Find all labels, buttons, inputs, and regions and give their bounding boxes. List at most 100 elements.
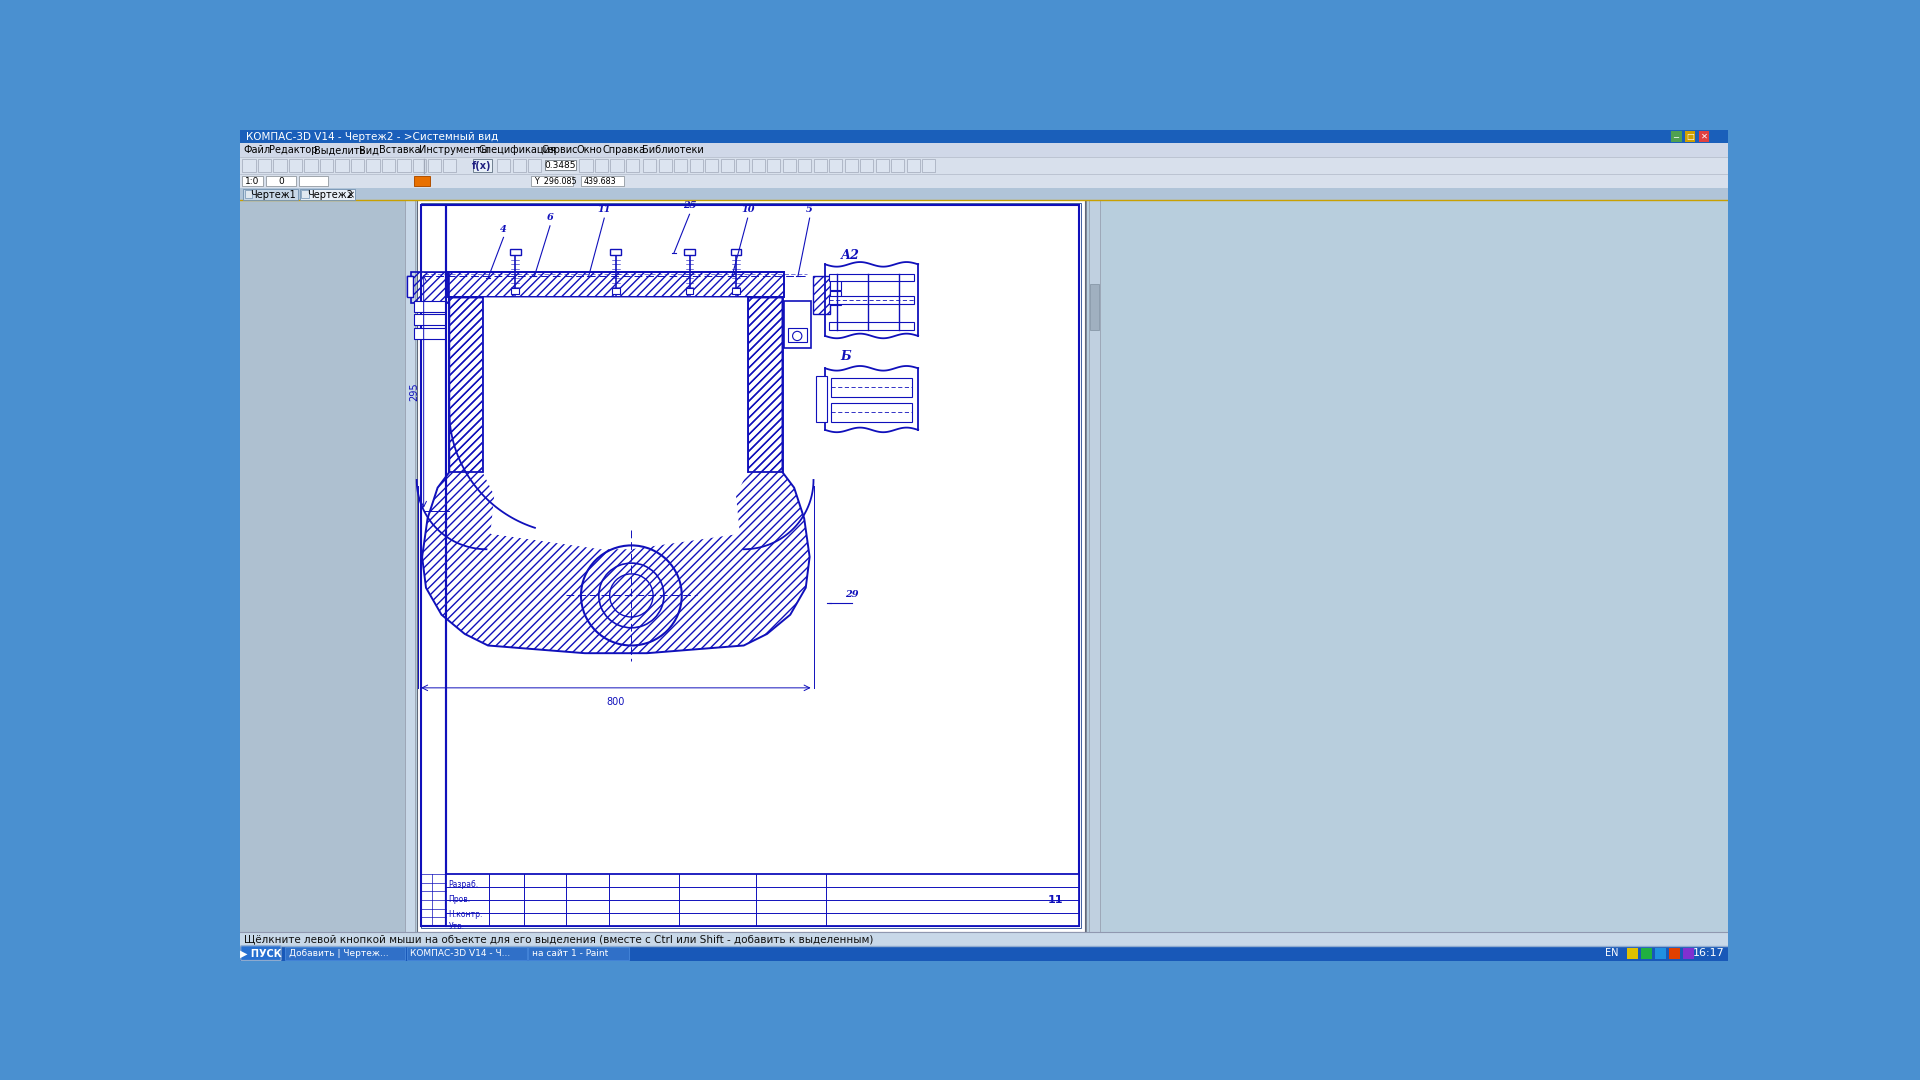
Bar — [582, 176, 624, 186]
Bar — [257, 159, 271, 172]
Bar — [420, 205, 445, 926]
Bar — [612, 288, 620, 295]
Bar — [411, 272, 449, 302]
Bar — [685, 288, 693, 295]
Text: Вид: Вид — [359, 146, 378, 156]
Text: Y  296.085: Y 296.085 — [534, 177, 576, 186]
Bar — [845, 159, 858, 172]
Bar — [240, 144, 1728, 158]
Bar — [351, 159, 365, 172]
Text: Окно: Окно — [578, 146, 603, 156]
Text: 295: 295 — [409, 382, 419, 401]
Bar — [1684, 131, 1695, 141]
Bar — [831, 403, 912, 422]
Bar — [445, 205, 1079, 926]
Bar — [1699, 131, 1709, 141]
Bar — [240, 201, 415, 932]
Bar — [405, 201, 415, 932]
Bar — [407, 946, 526, 960]
Bar — [751, 159, 764, 172]
Bar — [240, 946, 1728, 961]
Bar — [829, 292, 841, 306]
Bar — [829, 275, 841, 289]
Bar — [447, 272, 783, 297]
Bar — [747, 297, 783, 472]
Bar — [449, 297, 482, 472]
Text: ✕: ✕ — [1701, 132, 1707, 141]
Text: КОМПАС-3D V14 - Чертеж2 - >Системный вид: КОМПАС-3D V14 - Чертеж2 - >Системный вид — [246, 132, 499, 141]
Text: Редактор: Редактор — [269, 146, 319, 156]
Bar — [816, 376, 828, 422]
Bar — [415, 176, 430, 186]
Bar — [273, 159, 286, 172]
FancyBboxPatch shape — [240, 946, 280, 960]
Text: 16:17: 16:17 — [1693, 948, 1724, 959]
Bar — [240, 201, 1728, 932]
Bar — [417, 199, 1085, 932]
Text: КОМПАС-3D V14 - Ч...: КОМПАС-3D V14 - Ч... — [411, 949, 511, 958]
Bar — [240, 158, 1728, 174]
Bar — [783, 159, 795, 172]
Bar — [812, 275, 829, 314]
Bar — [732, 288, 739, 295]
Bar — [284, 946, 405, 960]
Bar — [799, 159, 810, 172]
Bar — [595, 159, 609, 172]
Text: А2: А2 — [841, 248, 860, 261]
Bar — [829, 273, 914, 281]
Bar — [860, 159, 874, 172]
Bar — [922, 159, 935, 172]
Bar — [705, 159, 718, 172]
Bar — [689, 159, 703, 172]
Circle shape — [793, 332, 803, 340]
Bar — [288, 159, 301, 172]
Bar — [876, 159, 889, 172]
Text: Инструменты: Инструменты — [419, 146, 490, 156]
Bar — [419, 201, 1087, 934]
Bar — [242, 159, 255, 172]
Bar — [511, 933, 549, 943]
Bar — [300, 176, 328, 186]
Text: Вставка: Вставка — [378, 146, 420, 156]
Bar — [611, 159, 624, 172]
Bar — [415, 314, 445, 325]
Bar — [1655, 948, 1667, 959]
Text: Пров.: Пров. — [449, 895, 470, 904]
Bar — [732, 249, 741, 255]
Bar — [244, 189, 298, 200]
Bar — [397, 159, 411, 172]
Bar — [829, 322, 914, 329]
Bar — [1670, 131, 1682, 141]
Text: 4: 4 — [499, 225, 507, 233]
Bar — [407, 275, 413, 297]
Bar — [530, 176, 574, 186]
Bar — [720, 159, 733, 172]
Bar — [611, 249, 622, 255]
Bar — [336, 159, 349, 172]
Bar — [472, 159, 492, 172]
Bar — [891, 159, 904, 172]
Text: 0.3485: 0.3485 — [545, 161, 576, 171]
Bar — [1089, 201, 1100, 932]
Text: Добавить | Чертеж...: Добавить | Чертеж... — [288, 949, 388, 958]
Text: Справка: Справка — [603, 146, 645, 156]
Bar — [580, 159, 593, 172]
Bar — [428, 159, 442, 172]
Bar — [482, 297, 747, 472]
Text: 11: 11 — [597, 205, 611, 214]
Text: ▶ ПУСК: ▶ ПУСК — [240, 948, 282, 959]
Text: 29: 29 — [845, 591, 858, 599]
Bar — [509, 249, 520, 255]
Bar — [829, 296, 914, 303]
Text: Библиотеки: Библиотеки — [641, 146, 705, 156]
Text: Щёлкните левой кнопкой мыши на объекте для его выделения (вместе с Ctrl или Shif: Щёлкните левой кнопкой мыши на объекте д… — [244, 934, 874, 944]
Bar — [626, 159, 639, 172]
Bar — [382, 159, 396, 172]
Bar — [511, 288, 518, 295]
Bar — [528, 946, 630, 960]
Text: EN: EN — [1605, 948, 1619, 959]
Bar — [831, 378, 912, 396]
Bar — [240, 174, 1728, 188]
Bar — [497, 159, 511, 172]
Bar — [1628, 948, 1638, 959]
